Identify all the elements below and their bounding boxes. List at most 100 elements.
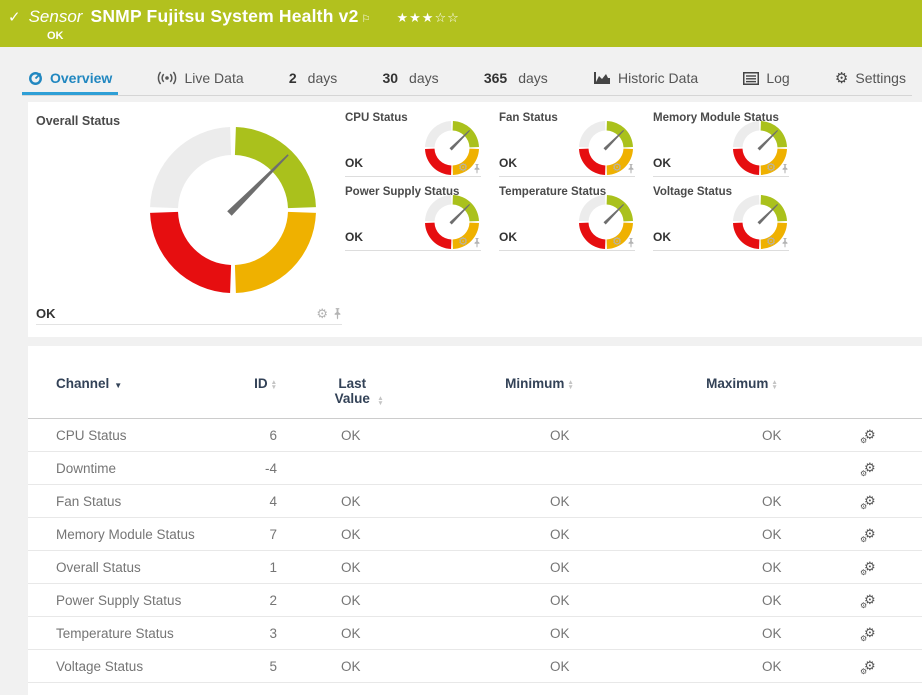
- minimum-cell: OK: [437, 517, 642, 551]
- channel-name-cell[interactable]: Temperature Status: [28, 616, 243, 650]
- table-row: Downtime -4 ⚙ ⚙: [28, 451, 922, 485]
- channel-settings-icon[interactable]: ⚙ ⚙: [860, 427, 876, 445]
- channel-settings-icon[interactable]: ⚙ ⚙: [860, 526, 876, 544]
- gauge-cell-voltage-status: Voltage Status OK ⚙: [653, 186, 789, 251]
- tab-30-days[interactable]: 30 days: [382, 70, 439, 86]
- channels-table-panel: Channel ▼ ID ▲ ▼ Last Value ▲ ▼ Minimum ▲ ▼ Max…: [28, 346, 922, 695]
- overall-status-gauge: [149, 126, 317, 294]
- gear-icon: ⚙: [834, 69, 849, 87]
- channel-id-cell: 4: [243, 484, 277, 518]
- overall-status-value: OK: [36, 306, 56, 321]
- tab-live-data[interactable]: Live Data: [151, 70, 249, 95]
- minimum-cell: OK: [437, 484, 642, 518]
- page-title: SNMP Fujitsu System Health v2: [90, 6, 359, 26]
- table-row: Fan Status 4 OK OK OK ⚙ ⚙: [28, 484, 922, 518]
- channel-settings-icon[interactable]: ⚙ ⚙: [860, 559, 876, 577]
- pin-icon[interactable]: [781, 237, 789, 248]
- minimum-cell: OK: [437, 418, 642, 452]
- maximum-cell: OK: [642, 616, 842, 650]
- sort-icon: ▲ ▼: [771, 379, 778, 391]
- table-row: Overall Status 1 OK OK OK ⚙ ⚙: [28, 550, 922, 584]
- last-value-cell: [277, 451, 437, 485]
- channel-id-cell: 6: [243, 418, 277, 452]
- gauge-cell-power-supply-status: Power Supply Status OK ⚙: [345, 186, 481, 251]
- gear-icon[interactable]: ⚙: [612, 162, 622, 174]
- table-row: Memory Module Status 7 OK OK OK ⚙ ⚙: [28, 517, 922, 551]
- gear-icon[interactable]: ⚙: [458, 162, 468, 174]
- gear-icon[interactable]: ⚙: [612, 236, 622, 248]
- gear-icon[interactable]: ⚙: [458, 236, 468, 248]
- pin-icon[interactable]: [781, 163, 789, 174]
- channel-name-cell[interactable]: Fan Status: [28, 484, 243, 518]
- channel-name-cell[interactable]: Overall Status: [28, 550, 243, 584]
- last-value-cell: OK: [277, 583, 437, 617]
- pin-icon[interactable]: [333, 307, 342, 320]
- historic-data-icon: [593, 72, 610, 84]
- gear-icon[interactable]: ⚙: [316, 306, 328, 321]
- channel-settings-icon[interactable]: ⚙ ⚙: [860, 625, 876, 643]
- channel-name-cell[interactable]: CPU Status: [28, 418, 243, 452]
- tab-overview[interactable]: Overview: [22, 70, 118, 95]
- column-header-id[interactable]: ID ▲ ▼: [243, 346, 277, 419]
- channel-settings-icon[interactable]: ⚙ ⚙: [860, 493, 876, 511]
- pin-icon[interactable]: [627, 237, 635, 248]
- column-header-actions: [842, 346, 922, 419]
- channel-settings-icon[interactable]: ⚙ ⚙: [860, 460, 876, 478]
- tab-2-days[interactable]: 2 days: [288, 70, 338, 86]
- pin-icon[interactable]: [473, 163, 481, 174]
- actions-cell: ⚙ ⚙: [842, 583, 922, 617]
- memory-module-status-gauge: [733, 121, 787, 175]
- channel-name-cell[interactable]: Memory Module Status: [28, 517, 243, 551]
- channel-name-cell[interactable]: Downtime: [28, 451, 243, 485]
- temperature-status-gauge: [579, 195, 633, 249]
- table-row: Power Supply Status 2 OK OK OK ⚙ ⚙: [28, 583, 922, 617]
- maximum-cell: OK: [642, 517, 842, 551]
- actions-cell: ⚙ ⚙: [842, 451, 922, 485]
- actions-cell: ⚙ ⚙: [842, 418, 922, 452]
- flag-icon[interactable]: ⚐: [361, 14, 371, 25]
- gauge-cell-cpu-status: CPU Status OK ⚙: [345, 112, 481, 177]
- last-value-cell: OK: [277, 484, 437, 518]
- column-header-last-value[interactable]: Last Value ▲ ▼: [277, 346, 437, 419]
- actions-cell: ⚙ ⚙: [842, 616, 922, 650]
- maximum-cell: OK: [642, 550, 842, 584]
- minimum-cell: [437, 451, 642, 485]
- minimum-cell: OK: [437, 649, 642, 683]
- gear-icon[interactable]: ⚙: [766, 162, 776, 174]
- channel-id-cell: 7: [243, 517, 277, 551]
- maximum-cell: [642, 451, 842, 485]
- tab-bar: Overview Live Data 2 days 30 days 365 da…: [22, 47, 912, 96]
- channel-settings-icon[interactable]: ⚙ ⚙: [860, 592, 876, 610]
- tab-365-days[interactable]: 365 days: [483, 70, 548, 86]
- tab-log[interactable]: Log: [737, 70, 795, 95]
- channel-id-cell: 3: [243, 616, 277, 650]
- pin-icon[interactable]: [627, 163, 635, 174]
- status-check-icon: ✓: [8, 9, 21, 26]
- overall-status-section: Overall Status OK ⚙: [36, 110, 342, 325]
- column-header-minimum[interactable]: Minimum ▲ ▼: [437, 346, 642, 419]
- maximum-cell: OK: [642, 583, 842, 617]
- channel-settings-icon[interactable]: ⚙ ⚙: [860, 658, 876, 676]
- last-value-cell: OK: [277, 616, 437, 650]
- minimum-cell: OK: [437, 550, 642, 584]
- priority-stars[interactable]: ★★★☆☆: [396, 10, 460, 25]
- channel-id-cell: -4: [243, 451, 277, 485]
- channel-name-cell[interactable]: Power Supply Status: [28, 583, 243, 617]
- column-header-channel[interactable]: Channel ▼: [28, 346, 243, 419]
- actions-cell: ⚙ ⚙: [842, 649, 922, 683]
- maximum-cell: OK: [642, 484, 842, 518]
- caret-down-icon: ▼: [114, 381, 123, 390]
- sort-icon: ▲ ▼: [377, 395, 384, 407]
- channel-name-cell[interactable]: Voltage Status: [28, 649, 243, 683]
- last-value-cell: OK: [277, 418, 437, 452]
- column-header-maximum[interactable]: Maximum ▲ ▼: [642, 346, 842, 419]
- tab-historic-data[interactable]: Historic Data: [587, 70, 704, 95]
- last-value-cell: OK: [277, 649, 437, 683]
- gear-icon[interactable]: ⚙: [766, 236, 776, 248]
- actions-cell: ⚙ ⚙: [842, 550, 922, 584]
- pin-icon[interactable]: [473, 237, 481, 248]
- fan-status-gauge: [579, 121, 633, 175]
- last-value-cell: OK: [277, 517, 437, 551]
- actions-cell: ⚙ ⚙: [842, 484, 922, 518]
- tab-settings[interactable]: ⚙ Settings: [834, 69, 906, 87]
